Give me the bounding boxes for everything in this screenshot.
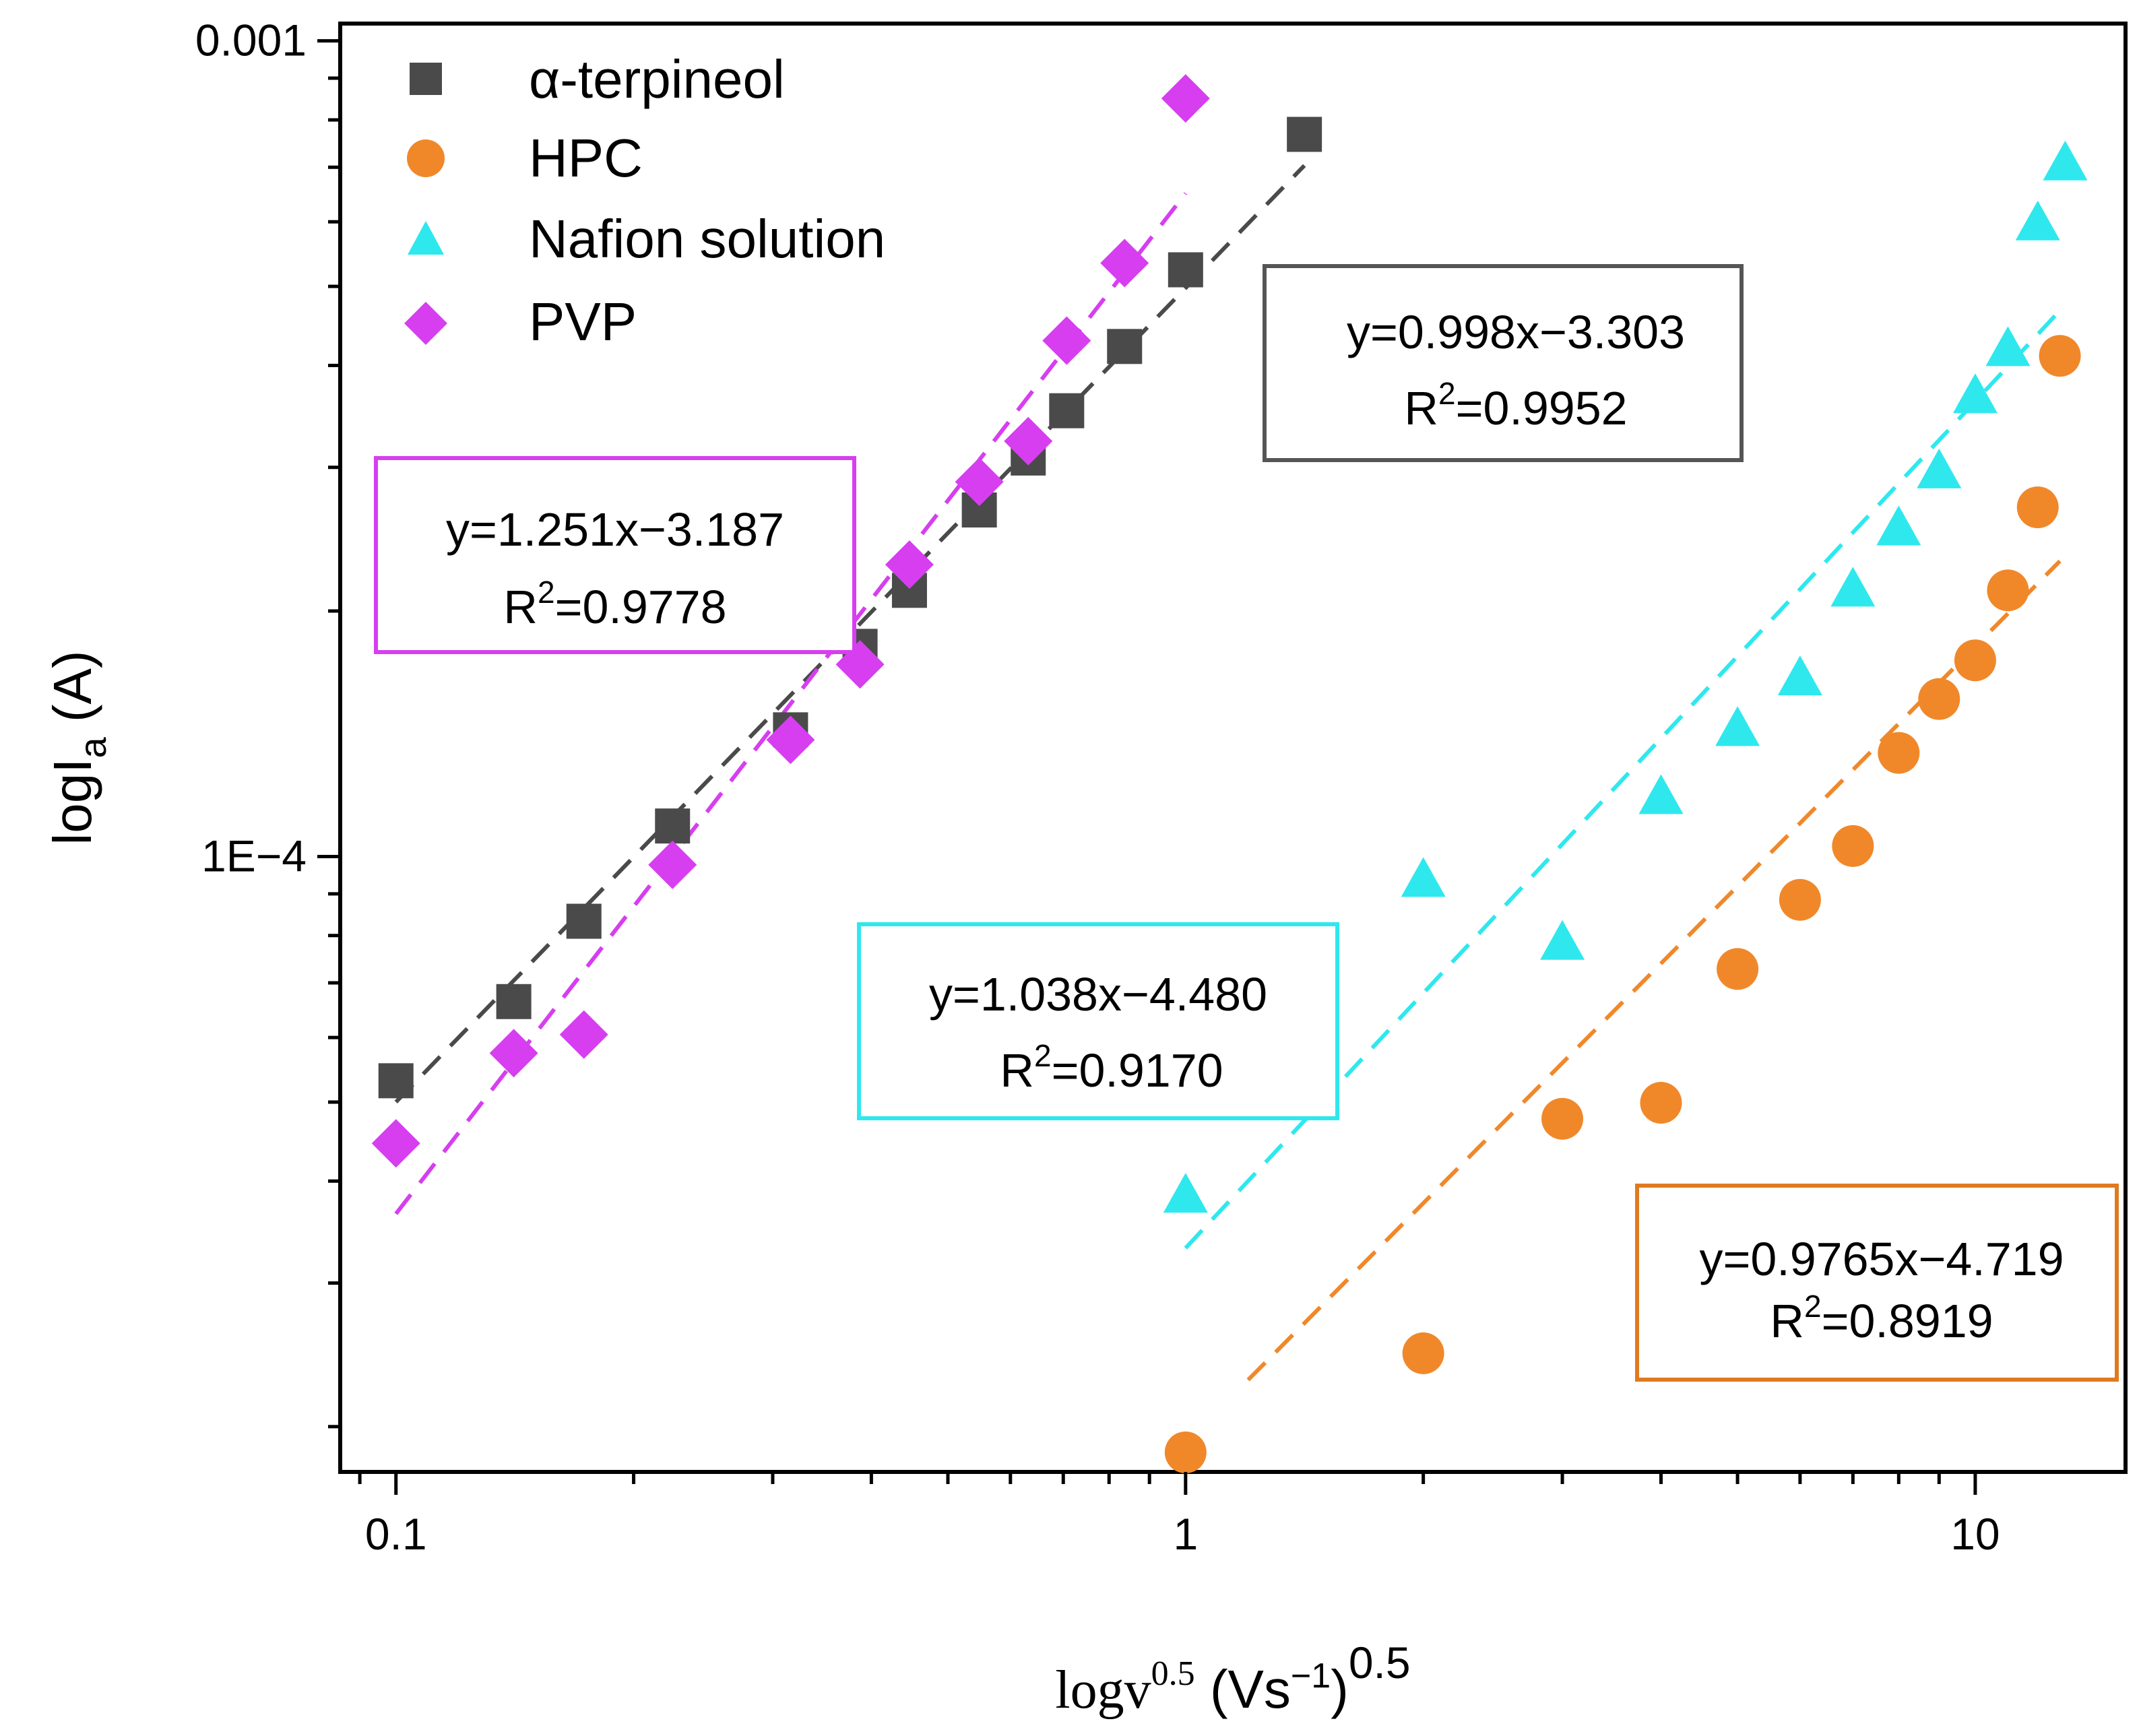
annotation-equation: y=0.9765x−4.719: [1699, 1233, 2064, 1285]
data-point-triangle: [1830, 567, 1876, 607]
legend-label: Nafion solution: [529, 209, 885, 269]
annotation-nafion-solution: y=1.038x−4.480 R2=0.9170: [857, 922, 1339, 1120]
legend-label: PVP: [529, 292, 637, 352]
data-point-circle: [1832, 825, 1874, 867]
annotation-r-squared: R2=0.9778: [503, 575, 726, 633]
data-point-triangle: [1638, 774, 1684, 814]
data-point-triangle: [1540, 920, 1585, 960]
data-point-square: [1168, 252, 1203, 288]
data-point-circle: [1541, 1097, 1584, 1140]
data-point-circle: [1954, 639, 1996, 682]
y-axis: 0.001 1E−4: [195, 15, 340, 1429]
annotation-r-squared: R2=0.8919: [1770, 1289, 1993, 1347]
data-point-triangle: [1777, 655, 1822, 696]
data-point-square: [655, 808, 691, 844]
legend: α-terpineol HPC Nafion solution PVP: [404, 49, 885, 352]
x-axis: 0.1 1 10: [358, 1472, 2000, 1559]
data-point-triangle: [1163, 1173, 1208, 1213]
y-axis-title: logIa (A): [42, 650, 114, 845]
data-point-diamond: [1042, 316, 1091, 365]
legend-item-hpc: HPC: [407, 128, 643, 188]
data-point-circle: [1402, 1332, 1444, 1374]
data-point-circle: [2039, 335, 2081, 377]
data-point-square: [1107, 329, 1143, 364]
data-point-triangle: [1876, 505, 1921, 546]
data-point-triangle: [1952, 373, 1998, 414]
legend-marker-triangle: [408, 221, 444, 255]
annotation-hpc: y=0.9765x−4.719 R2=0.8919: [1635, 1184, 2119, 1382]
data-markers: [371, 74, 2088, 1473]
data-point-diamond: [885, 540, 934, 589]
x-axis-title: logv0.5 (Vs−1)0.5: [1055, 1638, 1410, 1720]
annotation-equation: y=0.998x−3.303: [1347, 306, 1685, 358]
data-point-circle: [2016, 486, 2059, 529]
y-tick-label: 0.001: [195, 15, 307, 65]
data-point-diamond: [559, 1010, 608, 1059]
data-point-circle: [1918, 678, 1960, 720]
annotation-alpha-terpineol: y=0.998x−3.303 R2=0.9952: [1263, 264, 1744, 462]
data-point-triangle: [2015, 200, 2060, 240]
data-point-diamond: [648, 840, 697, 889]
data-point-circle: [1878, 732, 1920, 774]
x-tick-label: 0.1: [365, 1509, 427, 1559]
legend-item-nafion-solution: Nafion solution: [408, 209, 885, 269]
x-tick-label: 10: [1950, 1509, 2000, 1559]
y-tick-label: 1E−4: [201, 831, 307, 880]
data-point-triangle: [1715, 706, 1760, 746]
data-point-square: [566, 903, 602, 939]
legend-label: α-terpineol: [529, 49, 785, 109]
data-point-circle: [1164, 1431, 1207, 1473]
data-point-diamond: [766, 715, 815, 765]
annotation-equation: y=1.251x−3.187: [446, 503, 784, 556]
legend-label: HPC: [529, 128, 643, 188]
annotation-pvp: y=1.251x−3.187 R2=0.9778: [374, 456, 856, 654]
legend-marker-circle: [407, 139, 445, 177]
data-point-square: [496, 984, 532, 1019]
data-point-diamond: [371, 1119, 420, 1168]
data-point-square: [378, 1063, 414, 1099]
data-point-circle: [1717, 948, 1759, 990]
annotation-equation: y=1.038x−4.480: [929, 968, 1267, 1021]
data-point-circle: [1779, 878, 1821, 921]
data-point-square: [1049, 393, 1085, 428]
data-point-circle: [1987, 569, 2029, 612]
data-point-square: [1287, 117, 1322, 152]
data-point-diamond: [1161, 74, 1210, 123]
x-tick-label: 1: [1173, 1509, 1198, 1559]
legend-marker-diamond: [404, 302, 447, 345]
data-point-diamond: [955, 457, 1004, 507]
data-point-triangle: [1917, 448, 1962, 488]
data-point-diamond: [1004, 416, 1053, 465]
legend-item-alpha-terpineol: α-terpineol: [410, 49, 785, 109]
data-point-diamond: [1100, 238, 1149, 288]
fit-line: [394, 164, 1306, 1104]
annotation-r-squared: R2=0.9170: [1000, 1038, 1223, 1097]
annotation-r-squared: R2=0.9952: [1404, 376, 1627, 435]
data-point-circle: [1640, 1082, 1682, 1124]
data-point-diamond: [489, 1029, 538, 1078]
legend-item-pvp: PVP: [404, 292, 637, 352]
data-point-triangle: [2043, 140, 2088, 181]
legend-marker-square: [410, 63, 442, 95]
data-point-triangle: [1985, 326, 2031, 366]
data-point-triangle: [1401, 857, 1446, 897]
plot-frame: [338, 22, 2128, 1474]
